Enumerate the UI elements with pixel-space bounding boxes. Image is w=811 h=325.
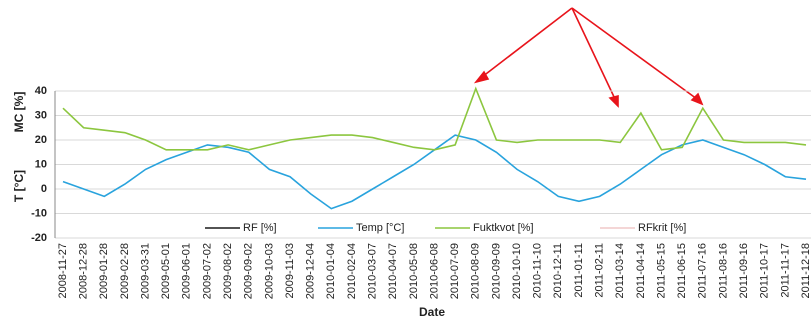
x-tick-label: 2009-01-28: [98, 243, 110, 299]
x-tick-label: 2009-11-03: [284, 243, 296, 298]
x-tick-label: 2011-09-16: [738, 243, 750, 298]
y-tick-label: 10: [35, 158, 47, 170]
legend-label: Temp [°C]: [356, 222, 404, 234]
x-tick-label: 2009-09-02: [243, 243, 255, 299]
x-tick-label: 2008-12-28: [78, 243, 90, 299]
x-tick-label: 2009-02-28: [119, 243, 131, 299]
x-tick-label: 2009-03-31: [139, 243, 151, 299]
x-tick-label: 2009-05-01: [160, 243, 172, 299]
x-tick-label: 2010-03-07: [366, 243, 378, 299]
x-tick-label: 2010-08-09: [470, 243, 482, 299]
y-tick-label: 40: [35, 85, 47, 97]
data-line: [62, 86, 807, 151]
legend-label: RF [%]: [243, 222, 277, 234]
y-axis-label: T [°C]: [12, 170, 26, 202]
x-tick-label: 2010-06-08: [428, 243, 440, 299]
x-tick-label: 2010-01-04: [325, 243, 337, 299]
annotation-arrows: [473, 7, 704, 108]
x-tick-label: 2011-12-18: [800, 243, 811, 298]
legend-label: RFkrit [%]: [638, 222, 686, 234]
x-tick-label: 2010-02-04: [346, 243, 358, 299]
x-tick-label: 2010-09-09: [490, 243, 502, 299]
x-tick-label: 2011-05-15: [655, 243, 667, 298]
x-tick-label: 2009-12-04: [305, 243, 317, 299]
y-tick-label: -10: [31, 207, 47, 219]
x-tick-label: 2010-05-08: [408, 243, 420, 299]
x-tick-label: 2011-10-17: [759, 243, 771, 298]
x-tick-label: 2010-07-09: [449, 243, 461, 299]
x-tick-label: 2011-11-17: [779, 243, 791, 298]
y-axis-label: MC [%]: [12, 92, 26, 133]
x-tick-label: 2011-04-14: [635, 243, 647, 298]
x-tick-label: 2011-03-14: [614, 243, 626, 298]
x-tick-label: 2009-07-02: [201, 243, 213, 299]
x-tick-label: 2010-04-07: [387, 243, 399, 299]
x-tick-label: 2008-11-27: [57, 243, 69, 298]
x-tick-label: 2010-11-10: [532, 243, 544, 298]
y-tick-label: 30: [35, 109, 47, 121]
y-tick-label: -20: [31, 232, 47, 244]
data-line: [62, 134, 807, 210]
x-tick-label: 2009-08-02: [222, 243, 234, 299]
x-axis-label: Date: [419, 305, 445, 319]
x-tick-label: 2010-10-10: [511, 243, 523, 299]
x-tick-label: 2009-06-01: [181, 243, 193, 299]
x-tick-label: 2010-12-11: [552, 243, 564, 298]
y-tick-label: 0: [41, 183, 47, 195]
x-tick-label: 2011-08-16: [717, 243, 729, 298]
x-tick-label: 2009-10-03: [263, 243, 275, 299]
legend-label: Fuktkvot [%]: [473, 222, 534, 234]
x-tick-label: 2011-01-11: [573, 243, 585, 298]
x-tick-label: 2011-06-15: [676, 243, 688, 298]
x-tick-label: 2011-02-11: [594, 243, 606, 298]
x-tick-label: 2011-07-16: [697, 243, 709, 298]
y-tick-label: 20: [35, 134, 47, 146]
